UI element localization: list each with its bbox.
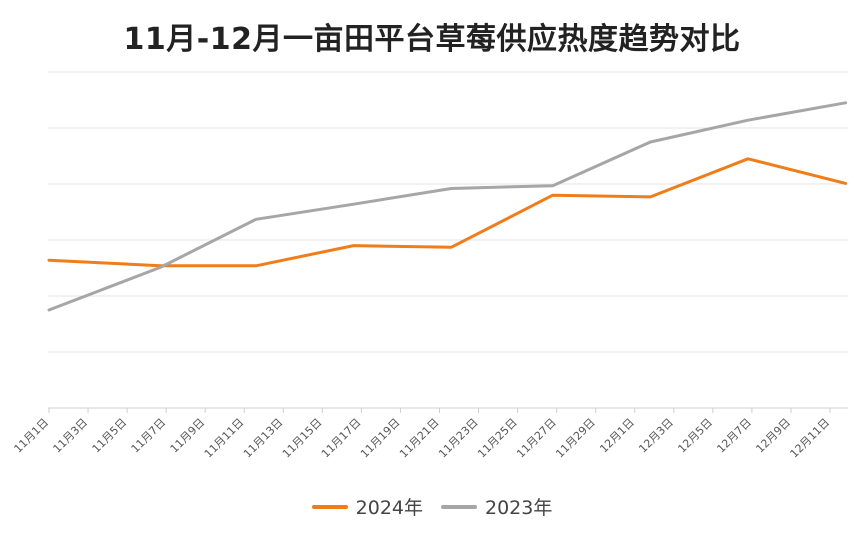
series-lines (47, 101, 848, 312)
gridlines (48, 71, 848, 353)
legend: 2024年 2023年 (0, 493, 864, 520)
x-tick-label: 11月11日 (202, 416, 247, 461)
x-tick-label: 12月5日 (675, 416, 715, 456)
legend-swatch-2023 (441, 504, 477, 509)
x-tick-label: 11月25日 (475, 416, 520, 461)
legend-label-2024: 2024年 (355, 497, 423, 519)
legend-swatch-2024 (311, 504, 348, 509)
x-tick-label: 11月17日 (319, 416, 364, 461)
x-tick-label: 11月29日 (553, 416, 598, 461)
x-tick-label: 12月11日 (788, 416, 833, 461)
x-tick-label: 12月9日 (753, 416, 793, 456)
series-line-2023年 (47, 101, 848, 312)
series-line-2024年 (47, 157, 848, 268)
x-tick-label: 11月19日 (358, 416, 403, 461)
x-tick-label: 11月21日 (397, 416, 442, 461)
x-tick-label: 12月7日 (714, 416, 754, 456)
legend-item-2024[interactable]: 2024年 (311, 493, 423, 520)
x-tick-label: 11月27日 (514, 416, 559, 461)
x-tick-label: 11月15日 (280, 416, 325, 461)
chart-title: 11月-12月一亩田平台草莓供应热度趋势对比 (123, 22, 741, 57)
legend-label-2023: 2023年 (485, 497, 553, 519)
x-tick-label: 11月13日 (241, 416, 286, 461)
legend-item-2023[interactable]: 2023年 (441, 493, 552, 520)
x-tick-label: 12月1日 (597, 416, 637, 456)
x-tick-label: 11月7日 (129, 416, 169, 456)
x-tick-label: 11月9日 (168, 416, 208, 456)
x-tick-label: 11月1日 (12, 416, 52, 456)
x-tick-label: 12月3日 (636, 416, 676, 456)
x-tick-label: 11月23日 (436, 416, 481, 461)
x-axis: 11月1日 11月3日 11月5日 11月7日 11月9日11月11日11月13日11月… (12, 407, 848, 461)
x-tick-label: 11月5日 (90, 416, 130, 456)
x-tick-label: 11月3日 (51, 416, 91, 456)
